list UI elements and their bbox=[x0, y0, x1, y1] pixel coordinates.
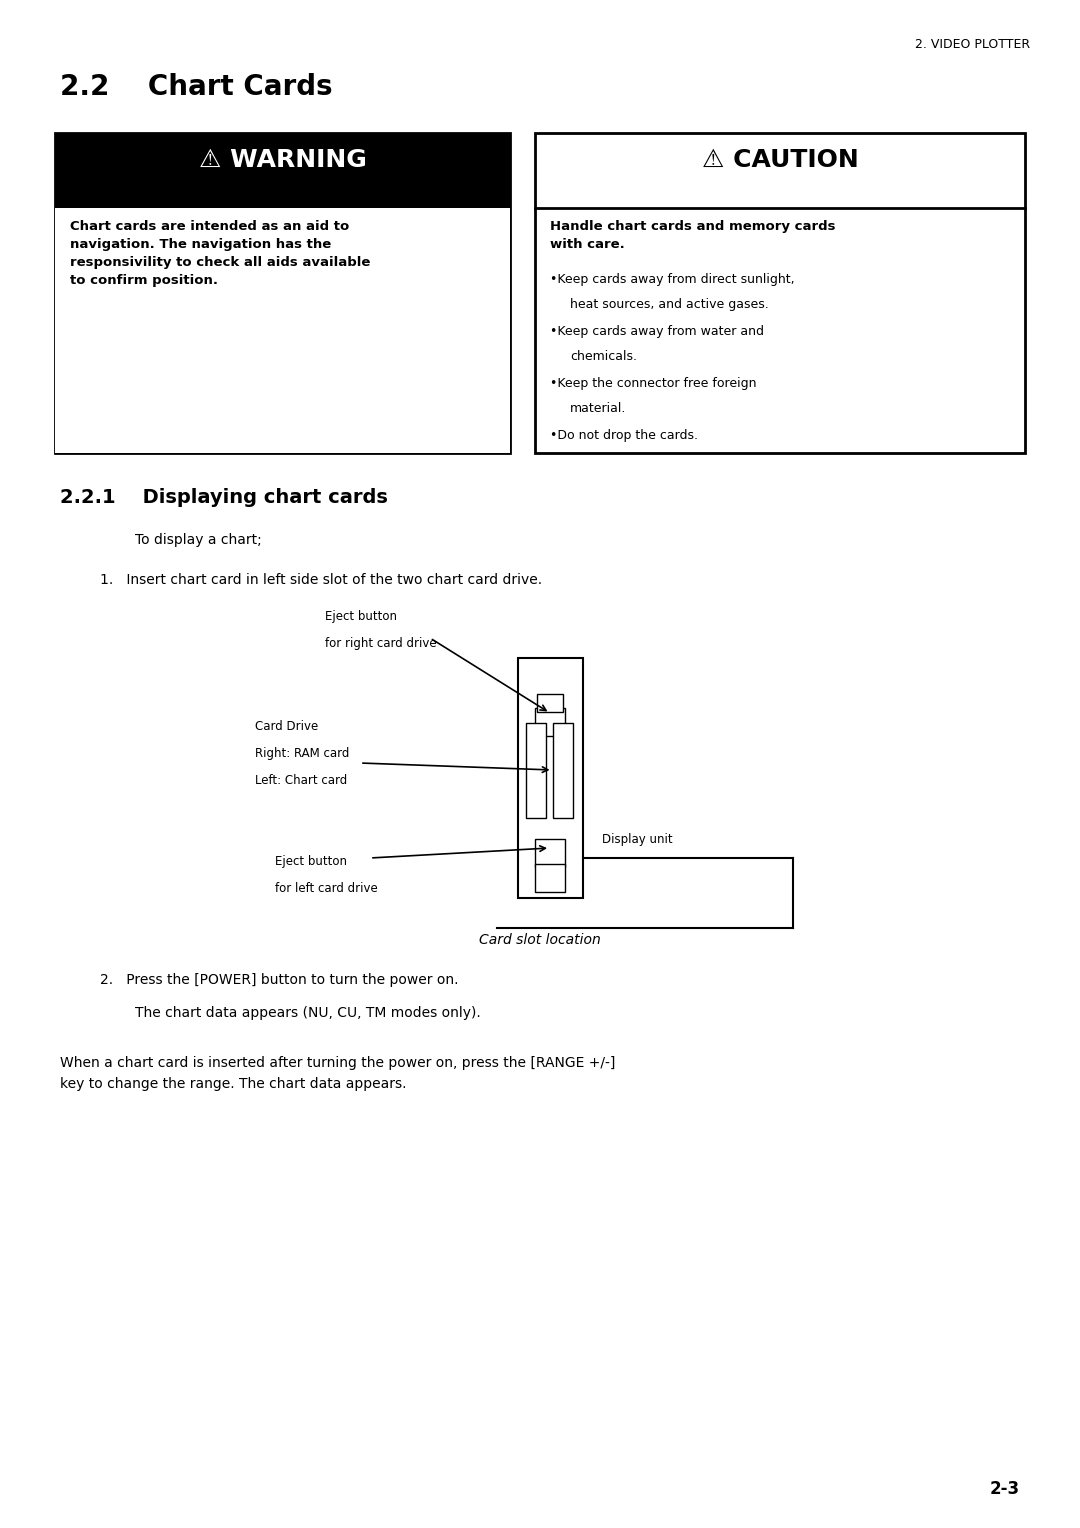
Text: 2-3: 2-3 bbox=[990, 1481, 1020, 1497]
Text: ⚠ WARNING: ⚠ WARNING bbox=[199, 148, 366, 173]
Text: •Keep cards away from direct sunlight,: •Keep cards away from direct sunlight, bbox=[550, 274, 795, 286]
Text: chemicals.: chemicals. bbox=[570, 350, 637, 364]
FancyBboxPatch shape bbox=[535, 863, 565, 892]
Text: Handle chart cards and memory cards
with care.: Handle chart cards and memory cards with… bbox=[550, 220, 836, 251]
Text: 1.   Insert chart card in left side slot of the two chart card drive.: 1. Insert chart card in left side slot o… bbox=[100, 573, 542, 587]
Text: Card Drive: Card Drive bbox=[255, 720, 319, 733]
Text: for left card drive: for left card drive bbox=[275, 882, 378, 895]
FancyBboxPatch shape bbox=[55, 208, 510, 452]
Text: Card slot location: Card slot location bbox=[480, 934, 600, 947]
Text: 2.2    Chart Cards: 2.2 Chart Cards bbox=[60, 73, 333, 101]
FancyBboxPatch shape bbox=[517, 659, 582, 898]
FancyBboxPatch shape bbox=[537, 694, 563, 712]
Text: Display unit: Display unit bbox=[603, 833, 673, 847]
Text: Eject button: Eject button bbox=[325, 610, 397, 623]
Text: Left: Chart card: Left: Chart card bbox=[255, 775, 348, 787]
Text: Right: RAM card: Right: RAM card bbox=[255, 747, 349, 759]
Text: •Do not drop the cards.: •Do not drop the cards. bbox=[550, 429, 698, 442]
Text: The chart data appears (NU, CU, TM modes only).: The chart data appears (NU, CU, TM modes… bbox=[135, 1005, 481, 1021]
FancyBboxPatch shape bbox=[553, 723, 572, 817]
Text: material.: material. bbox=[570, 402, 626, 416]
Text: When a chart card is inserted after turning the power on, press the [RANGE +/-]
: When a chart card is inserted after turn… bbox=[60, 1056, 616, 1091]
Text: 2.   Press the [POWER] button to turn the power on.: 2. Press the [POWER] button to turn the … bbox=[100, 973, 459, 987]
Text: To display a chart;: To display a chart; bbox=[135, 533, 261, 547]
FancyBboxPatch shape bbox=[526, 723, 545, 817]
FancyBboxPatch shape bbox=[535, 707, 565, 736]
Text: •Keep cards away from water and: •Keep cards away from water and bbox=[550, 325, 764, 338]
Text: 2. VIDEO PLOTTER: 2. VIDEO PLOTTER bbox=[915, 38, 1030, 50]
Text: •Keep the connector free foreign: •Keep the connector free foreign bbox=[550, 377, 756, 390]
FancyBboxPatch shape bbox=[535, 839, 565, 866]
Text: Chart cards are intended as an aid to
navigation. The navigation has the
respons: Chart cards are intended as an aid to na… bbox=[70, 220, 370, 287]
Text: for right card drive: for right card drive bbox=[325, 637, 436, 649]
Text: 2.2.1    Displaying chart cards: 2.2.1 Displaying chart cards bbox=[60, 487, 388, 507]
FancyBboxPatch shape bbox=[55, 133, 510, 452]
FancyBboxPatch shape bbox=[535, 133, 1025, 452]
Text: heat sources, and active gases.: heat sources, and active gases. bbox=[570, 298, 769, 312]
Text: Eject button: Eject button bbox=[275, 856, 347, 868]
Text: ⚠ CAUTION: ⚠ CAUTION bbox=[702, 148, 859, 173]
